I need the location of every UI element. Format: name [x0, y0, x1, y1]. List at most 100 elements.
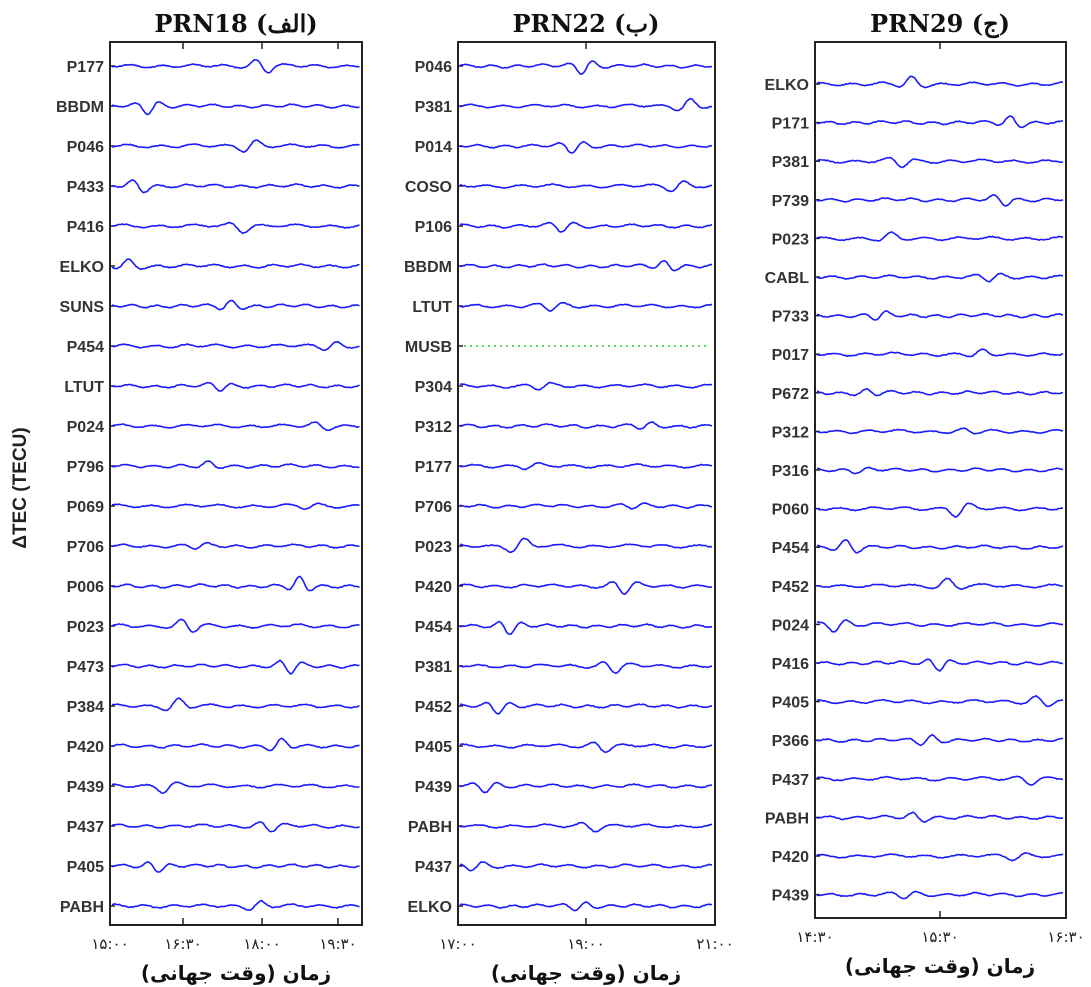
trace-p023: [816, 231, 1064, 242]
trace-p420: [111, 737, 360, 752]
station-label: PABH: [765, 810, 809, 827]
trace-p439: [111, 781, 360, 795]
station-label: P416: [772, 656, 809, 673]
station-label: P171: [772, 116, 809, 133]
panel-title: PRN29 (ج): [870, 9, 1010, 39]
station-label: P024: [67, 419, 104, 436]
station-label: PABH: [60, 899, 104, 916]
trace-p023: [111, 618, 360, 633]
plot-frame: [109, 41, 363, 926]
trace-p069: [111, 502, 360, 511]
station-label: P060: [772, 502, 809, 519]
trace-suns: [111, 299, 360, 311]
station-label: CABL: [765, 270, 810, 287]
x-axis-label: زمان (وقت جهانی): [141, 961, 331, 985]
x-tick-label: ۱۹:۳۰: [319, 935, 356, 953]
trace-p437: [459, 861, 713, 872]
trace-p439: [816, 890, 1064, 900]
station-label: P366: [772, 733, 809, 750]
station-label: P023: [67, 619, 104, 636]
station-label: P381: [772, 154, 809, 171]
trace-p796: [111, 460, 360, 470]
trace-cabl: [816, 272, 1064, 283]
trace-p177: [111, 58, 360, 74]
trace-elko: [111, 258, 360, 271]
x-axis-label: زمان (وقت جهانی): [491, 961, 681, 985]
trace-p106: [459, 221, 713, 233]
x-tick-label: ۱۸:۰۰: [243, 935, 280, 953]
trace-p014: [460, 140, 713, 154]
y-axis-label: ΔTEC (TECU): [10, 427, 31, 548]
station-label: P733: [772, 309, 809, 326]
trace-pabh: [816, 811, 1064, 823]
trace-p452: [816, 577, 1064, 590]
trace-pabh: [459, 821, 713, 833]
station-label: P706: [67, 539, 104, 556]
station-label: P177: [415, 459, 452, 476]
trace-p046: [111, 139, 360, 153]
station-label: P024: [772, 617, 809, 634]
trace-p437: [816, 775, 1064, 786]
station-label: P473: [67, 659, 104, 676]
x-tick-label: ۲۱:۰۰: [696, 935, 733, 953]
trace-p304: [459, 381, 713, 391]
station-label: ELKO: [765, 77, 809, 94]
trace-p416: [816, 658, 1064, 672]
trace-p405: [111, 861, 360, 873]
trace-p706: [111, 541, 360, 550]
station-label: P433: [67, 179, 104, 196]
panel-3: PRN29 (ج) ۱۴:۳۰ ۱۵:۳۰ ۱۶:۳۰ زمان (وقت جهانی)…: [765, 9, 1085, 978]
station-label: P384: [67, 699, 104, 716]
trace-p006: [111, 575, 360, 592]
station-label: P046: [67, 139, 104, 156]
station-label: P454: [67, 339, 104, 356]
station-label: P405: [415, 739, 452, 756]
station-label: P454: [772, 540, 809, 557]
trace-p023: [459, 537, 713, 553]
trace-p420: [816, 851, 1064, 862]
station-label: P312: [415, 419, 452, 436]
station-label: P420: [67, 739, 104, 756]
station-label: P069: [67, 499, 104, 516]
trace-p366: [816, 733, 1064, 747]
station-label: P420: [772, 849, 809, 866]
trace-p060: [816, 502, 1064, 518]
station-label: P381: [415, 659, 452, 676]
plot-frame: [457, 41, 716, 926]
station-label: P316: [772, 463, 809, 480]
trace-p433: [111, 179, 360, 194]
trace-p024: [111, 421, 360, 432]
trace-p381: [459, 660, 713, 675]
trace-p454: [111, 341, 360, 351]
station-label: P439: [772, 888, 809, 905]
trace-p454: [816, 539, 1064, 554]
station-label: P420: [415, 579, 452, 596]
panel-title: PRN22 (ب): [513, 9, 660, 38]
trace-p405: [459, 741, 713, 754]
x-tick-label: ۱۷:۰۰: [439, 935, 476, 953]
trace-coso: [459, 180, 713, 193]
station-label: P672: [772, 386, 809, 403]
trace-p316: [816, 466, 1064, 475]
trace-bbdm: [459, 259, 713, 272]
trace-p454: [459, 620, 712, 636]
trace-p312: [816, 427, 1064, 435]
station-label: P304: [415, 379, 452, 396]
trace-ltut: [459, 301, 713, 312]
station-label: P023: [415, 539, 452, 556]
trace-p405: [816, 694, 1064, 708]
station-label: PABH: [408, 819, 452, 836]
trace-p384: [111, 697, 360, 712]
trace-p706: [459, 502, 713, 510]
trace-p437: [111, 821, 360, 833]
station-label: P006: [67, 579, 104, 596]
station-label: P177: [67, 59, 104, 76]
station-label: P796: [67, 459, 104, 476]
trace-p171: [816, 115, 1064, 129]
station-label: COSO: [405, 179, 452, 196]
x-tick-label: ۱۶:۳۰: [1047, 928, 1084, 946]
trace-p672: [816, 387, 1064, 397]
x-axis-label: زمان (وقت جهانی): [845, 954, 1035, 978]
trace-p452: [460, 701, 713, 715]
